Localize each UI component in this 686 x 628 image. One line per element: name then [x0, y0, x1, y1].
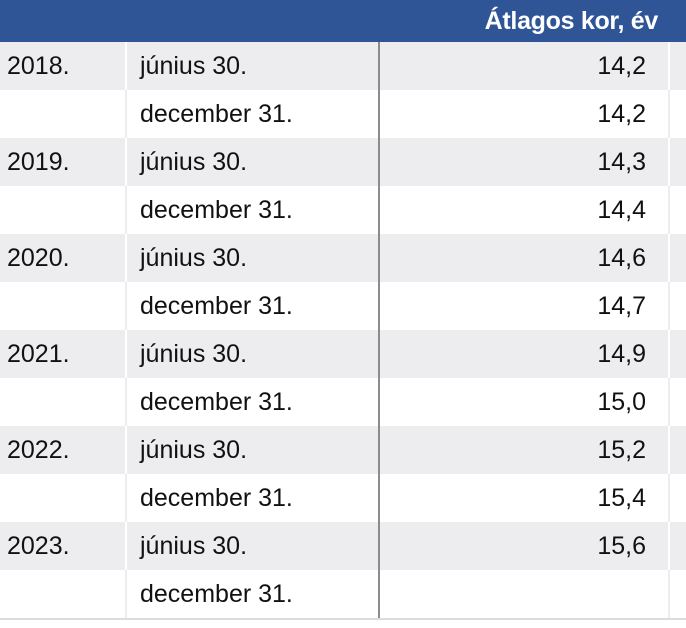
column-divider [378, 378, 380, 426]
year-cell [7, 282, 125, 330]
date-cell: június 30. [140, 244, 248, 272]
date-cell: június 30. [140, 436, 248, 464]
date-cell: december 31. [140, 388, 293, 416]
column-divider [668, 570, 670, 618]
column-divider [125, 570, 127, 618]
column-divider [125, 138, 127, 186]
column-divider [125, 42, 127, 90]
date-cell: június 30. [140, 532, 248, 560]
table-row: 2019. június 30. 14,3 [0, 138, 686, 186]
table-row: december 31. 15,4 [0, 474, 686, 522]
column-divider [378, 426, 380, 474]
year-cell: 2019. [7, 148, 70, 176]
value-cell: 14,6 [597, 244, 646, 272]
year-cell: 2020. [7, 244, 70, 272]
date-cell: december 31. [140, 100, 293, 128]
date-cell: december 31. [140, 484, 293, 512]
column-divider [378, 186, 380, 234]
table-row: december 31. 14,4 [0, 186, 686, 234]
column-divider [668, 474, 670, 522]
column-divider [668, 378, 670, 426]
column-divider [378, 90, 380, 138]
column-divider [125, 378, 127, 426]
date-cell: december 31. [140, 292, 293, 320]
column-divider [125, 474, 127, 522]
column-divider [668, 90, 670, 138]
date-cell: december 31. [140, 196, 293, 224]
column-divider [378, 234, 380, 282]
column-divider [668, 330, 670, 378]
value-cell: 14,9 [597, 340, 646, 368]
column-divider [378, 282, 380, 330]
value-cell: 15,6 [597, 532, 646, 560]
table-row: 2022. június 30. 15,2 [0, 426, 686, 474]
value-cell: 14,2 [597, 100, 646, 128]
table-row: 2018. június 30. 14,2 [0, 42, 686, 90]
value-cell: 15,2 [597, 436, 646, 464]
value-cell: 14,7 [597, 292, 646, 320]
column-divider [668, 522, 670, 570]
year-cell [7, 378, 125, 426]
year-cell: 2018. [7, 52, 70, 80]
table-row: december 31. 14,7 [0, 282, 686, 330]
column-divider [668, 42, 670, 90]
year-cell: 2022. [7, 436, 70, 464]
column-header-average-age: Átlagos kor, év [484, 7, 659, 35]
year-cell: 2023. [7, 532, 70, 560]
column-divider [378, 42, 380, 90]
column-divider [125, 234, 127, 282]
column-divider [378, 330, 380, 378]
column-divider [378, 570, 380, 618]
year-cell [7, 570, 125, 618]
value-cell: 14,3 [597, 148, 646, 176]
year-cell: 2021. [7, 340, 70, 368]
column-divider [125, 426, 127, 474]
column-divider [125, 330, 127, 378]
value-cell: 14,4 [597, 196, 646, 224]
value-cell: 15,0 [597, 388, 646, 416]
column-divider [125, 522, 127, 570]
column-divider [668, 138, 670, 186]
column-divider [378, 138, 380, 186]
year-cell [7, 474, 125, 522]
value-cell: 15,4 [597, 484, 646, 512]
date-cell: december 31. [140, 580, 293, 608]
table-bottom-border [0, 618, 686, 620]
year-cell [7, 186, 125, 234]
date-cell: június 30. [140, 340, 248, 368]
table-row: december 31. [0, 570, 686, 618]
table-header: Átlagos kor, év [0, 0, 686, 42]
table-row: 2023. június 30. 15,6 [0, 522, 686, 570]
column-divider [668, 234, 670, 282]
table-row: 2021. június 30. 14,9 [0, 330, 686, 378]
table-row: december 31. 14,2 [0, 90, 686, 138]
table-row: 2020. június 30. 14,6 [0, 234, 686, 282]
column-divider [378, 522, 380, 570]
column-divider [125, 282, 127, 330]
column-divider [668, 186, 670, 234]
column-divider [668, 426, 670, 474]
value-cell: 14,2 [597, 52, 646, 80]
year-cell [7, 90, 125, 138]
column-divider [378, 474, 380, 522]
date-cell: június 30. [140, 148, 248, 176]
column-divider [125, 186, 127, 234]
date-cell: június 30. [140, 52, 248, 80]
column-divider [125, 90, 127, 138]
column-divider [668, 282, 670, 330]
table-row: december 31. 15,0 [0, 378, 686, 426]
value-cell [446, 570, 646, 618]
